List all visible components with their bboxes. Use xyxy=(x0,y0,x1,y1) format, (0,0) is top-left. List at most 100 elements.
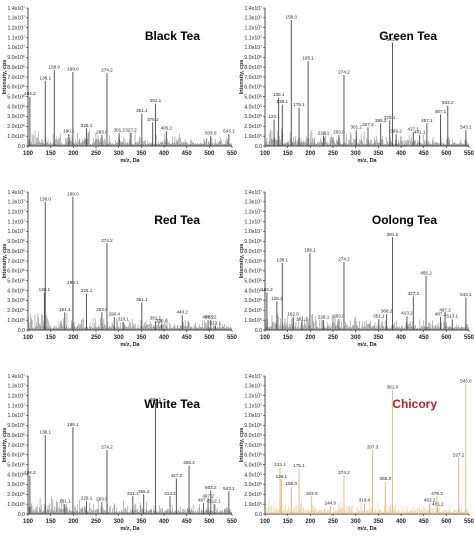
x-tick-label: 150 xyxy=(46,151,57,157)
peak-label: 457.1 xyxy=(421,118,433,123)
peak-label: 104.2 xyxy=(261,287,273,292)
peak-label: 229.1 xyxy=(318,131,330,136)
y-tick-label: 2.0x10⁶ xyxy=(7,124,25,130)
y-tick-label: 3.0x10⁶ xyxy=(244,298,262,304)
x-axis-label: m/z, Da xyxy=(120,526,140,532)
peak-label: 381.1 xyxy=(150,397,162,402)
x-tick-label: 450 xyxy=(419,335,430,341)
x-tick-label: 100 xyxy=(260,335,271,341)
x-tick-label: 150 xyxy=(283,519,294,525)
y-tick-label: 1.4x10⁷ xyxy=(8,6,26,12)
x-tick-label: 300 xyxy=(351,335,362,341)
peak-label: 381.1 xyxy=(387,37,399,42)
y-tick-label: 1.1x10⁷ xyxy=(245,219,263,225)
y-tick-label: 1.0x10⁷ xyxy=(8,229,26,235)
peak-label: 351.1 xyxy=(373,314,385,319)
peak-label: 368.2 xyxy=(381,309,393,314)
peak-label: 263.0 xyxy=(96,307,108,312)
x-tick-label: 350 xyxy=(136,151,147,157)
y-tick-label: 4.0x10⁶ xyxy=(7,104,25,110)
x-tick-label: 100 xyxy=(23,151,34,157)
spectrum-panel-chicory: 0.0 1.0x10⁶ 2.0x10⁶ 3.0x10⁶ 4.0x10⁶ 5.0x10⁶ 6.… xyxy=(237,368,474,552)
y-tick-label: 1.4x10⁷ xyxy=(245,374,263,380)
peak-label: 138.0 xyxy=(39,196,51,201)
y-tick-label: 6.0x10⁶ xyxy=(244,453,262,459)
peak-label: 381.1 xyxy=(150,98,162,103)
y-tick-label: 7.0x10⁶ xyxy=(7,259,25,265)
peak-label: 138.1 xyxy=(40,430,52,435)
y-tick-label: 1.0x10⁷ xyxy=(245,45,263,51)
y-tick-label: 1.1x10⁷ xyxy=(8,403,26,409)
peak-label: 487.2 xyxy=(198,498,210,503)
x-tick-label: 300 xyxy=(114,335,125,341)
y-axis-label: Intensity, cps xyxy=(2,244,8,279)
peak-label: 413.2 xyxy=(401,311,413,316)
peak-label: 487.2 xyxy=(435,312,447,317)
peak-label: 455.2 xyxy=(183,460,195,465)
y-tick-label: 1.0x10⁶ xyxy=(7,134,25,140)
peak-label: 413.2 xyxy=(164,491,176,496)
y-tick-label: 1.0x10⁶ xyxy=(7,318,25,324)
y-tick-label: 0.0 xyxy=(255,512,262,518)
y-tick-label: 3.0x10⁶ xyxy=(244,114,262,120)
peak-label: 301.2 xyxy=(350,125,362,130)
y-axis-label: Intensity, cps xyxy=(239,60,245,95)
y-tick-label: 1.2x10⁷ xyxy=(245,210,263,216)
x-axis-label: m/z, Da xyxy=(120,158,140,164)
x-tick-label: 100 xyxy=(23,519,34,525)
spectrum-panel-red-tea: 0.0 1.0x10⁶ 2.0x10⁶ 3.0x10⁶ 4.0x10⁶ 5.0x10⁶ 6.… xyxy=(0,184,237,368)
x-axis-label: m/z, Da xyxy=(357,342,377,348)
y-tick-label: 6.0x10⁶ xyxy=(7,269,25,275)
spectrum-chart: 0.0 1.0x10⁶ 2.0x10⁶ 3.0x10⁶ 4.0x10⁶ 5.0x10⁶ 6.… xyxy=(2,6,237,164)
peak-label: 543.1 xyxy=(223,129,235,134)
peak-label: 290.4 xyxy=(109,312,121,317)
x-tick-label: 300 xyxy=(114,519,125,525)
y-tick-label: 2.0x10⁶ xyxy=(7,492,25,498)
y-tick-label: 5.0x10⁶ xyxy=(244,463,262,469)
x-tick-label: 250 xyxy=(91,335,102,341)
chart-title: Black Tea xyxy=(145,29,200,43)
peak-label: 331.1 xyxy=(127,491,139,496)
y-tick-label: 7.0x10⁶ xyxy=(7,75,25,81)
y-tick-label: 8.0x10⁶ xyxy=(244,433,262,439)
x-axis-label: m/z, Da xyxy=(120,342,140,348)
peak-label: 355.2 xyxy=(375,118,387,123)
y-tick-label: 0.0 xyxy=(255,144,262,150)
y-tick-label: 4.0x10⁶ xyxy=(7,472,25,478)
peak-label: 395.0 xyxy=(156,319,168,324)
x-tick-label: 500 xyxy=(441,335,452,341)
peak-label: 130.1 xyxy=(273,92,285,97)
y-tick-label: 1.3x10⁷ xyxy=(8,16,26,22)
x-tick-label: 550 xyxy=(464,335,474,341)
peak-label: 427.1 xyxy=(408,127,420,132)
x-tick-label: 200 xyxy=(68,519,79,525)
y-tick-label: 1.0x10⁶ xyxy=(244,134,262,140)
y-tick-label: 1.2x10⁷ xyxy=(8,26,26,32)
y-tick-label: 1.3x10⁷ xyxy=(8,200,26,206)
spectrum-chart: 0.0 1.0x10⁶ 2.0x10⁶ 3.0x10⁶ 4.0x10⁶ 5.0x10⁶ 6.… xyxy=(239,374,474,532)
x-tick-label: 300 xyxy=(351,519,362,525)
y-tick-label: 2.0x10⁶ xyxy=(244,308,262,314)
x-tick-label: 250 xyxy=(91,519,102,525)
y-tick-label: 0.0 xyxy=(18,328,25,334)
spectrum-baseline-noise xyxy=(28,127,232,146)
x-tick-label: 250 xyxy=(91,151,102,157)
x-axis-label: m/z, Da xyxy=(357,526,377,532)
x-tick-label: 300 xyxy=(114,151,125,157)
y-tick-label: 1.4x10⁷ xyxy=(8,190,26,196)
y-tick-label: 1.0x10⁷ xyxy=(8,413,26,419)
y-tick-label: 5.0x10⁶ xyxy=(7,95,25,101)
peak-label: 175.1 xyxy=(293,463,305,468)
peak-label: 543.1 xyxy=(460,125,472,130)
spectrum-panel-black-tea: 0.0 1.0x10⁶ 2.0x10⁶ 3.0x10⁶ 4.0x10⁶ 5.0x10⁶ 6.… xyxy=(0,0,237,184)
peak-label: 138.1 xyxy=(40,75,52,80)
peak-label: 351.1 xyxy=(136,297,148,302)
peak-label: 543.1 xyxy=(460,292,472,297)
y-tick-label: 0.0 xyxy=(18,512,25,518)
y-tick-label: 4.0x10⁶ xyxy=(244,472,262,478)
peak-label: 543.1 xyxy=(223,486,235,491)
chart-title: Oolong Tea xyxy=(372,213,437,227)
peak-label: 375.1 xyxy=(147,117,159,122)
peak-label: 463.2 xyxy=(424,498,436,503)
y-tick-label: 7.0x10⁶ xyxy=(244,75,262,81)
